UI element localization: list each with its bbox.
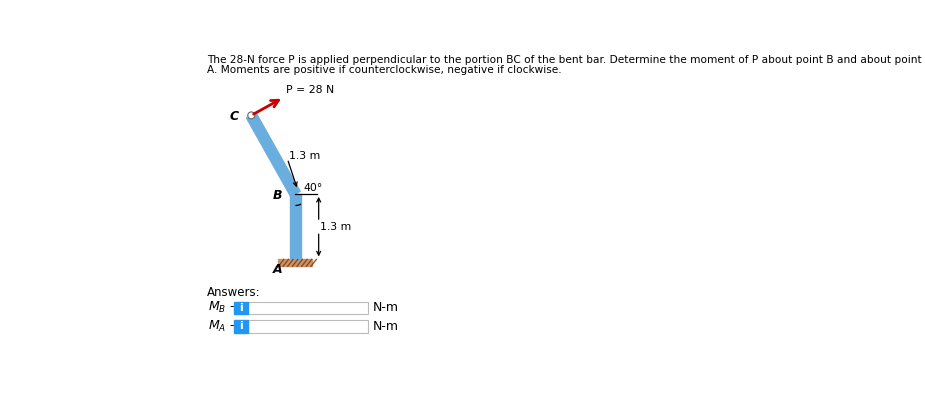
Bar bbox=[234, 320, 248, 333]
Text: $M_B$ -: $M_B$ - bbox=[208, 301, 235, 316]
Text: N-m: N-m bbox=[373, 301, 399, 314]
Text: A: A bbox=[273, 263, 282, 276]
Bar bbox=[248, 302, 368, 314]
Circle shape bbox=[248, 112, 254, 119]
Text: i: i bbox=[240, 322, 243, 331]
Text: B: B bbox=[273, 189, 282, 202]
Text: C: C bbox=[229, 110, 239, 123]
Text: Answers:: Answers: bbox=[207, 286, 261, 299]
Polygon shape bbox=[247, 113, 300, 197]
Text: $M_A$ -: $M_A$ - bbox=[208, 319, 235, 334]
Text: P = 28 N: P = 28 N bbox=[286, 85, 334, 95]
Text: 1.3 m: 1.3 m bbox=[289, 151, 320, 161]
Text: 40°: 40° bbox=[303, 183, 323, 193]
Polygon shape bbox=[278, 259, 313, 266]
Bar bbox=[248, 320, 368, 333]
Bar bbox=[234, 302, 248, 314]
Text: The 28-N force P is applied perpendicular to the portion BC of the bent bar. Det: The 28-N force P is applied perpendicula… bbox=[207, 55, 922, 66]
Text: A. Moments are positive if counterclockwise, negative if clockwise.: A. Moments are positive if counterclockw… bbox=[207, 65, 561, 75]
Text: N-m: N-m bbox=[373, 320, 399, 333]
Text: 1.3 m: 1.3 m bbox=[320, 222, 352, 232]
Polygon shape bbox=[290, 194, 301, 259]
Text: i: i bbox=[240, 303, 243, 313]
